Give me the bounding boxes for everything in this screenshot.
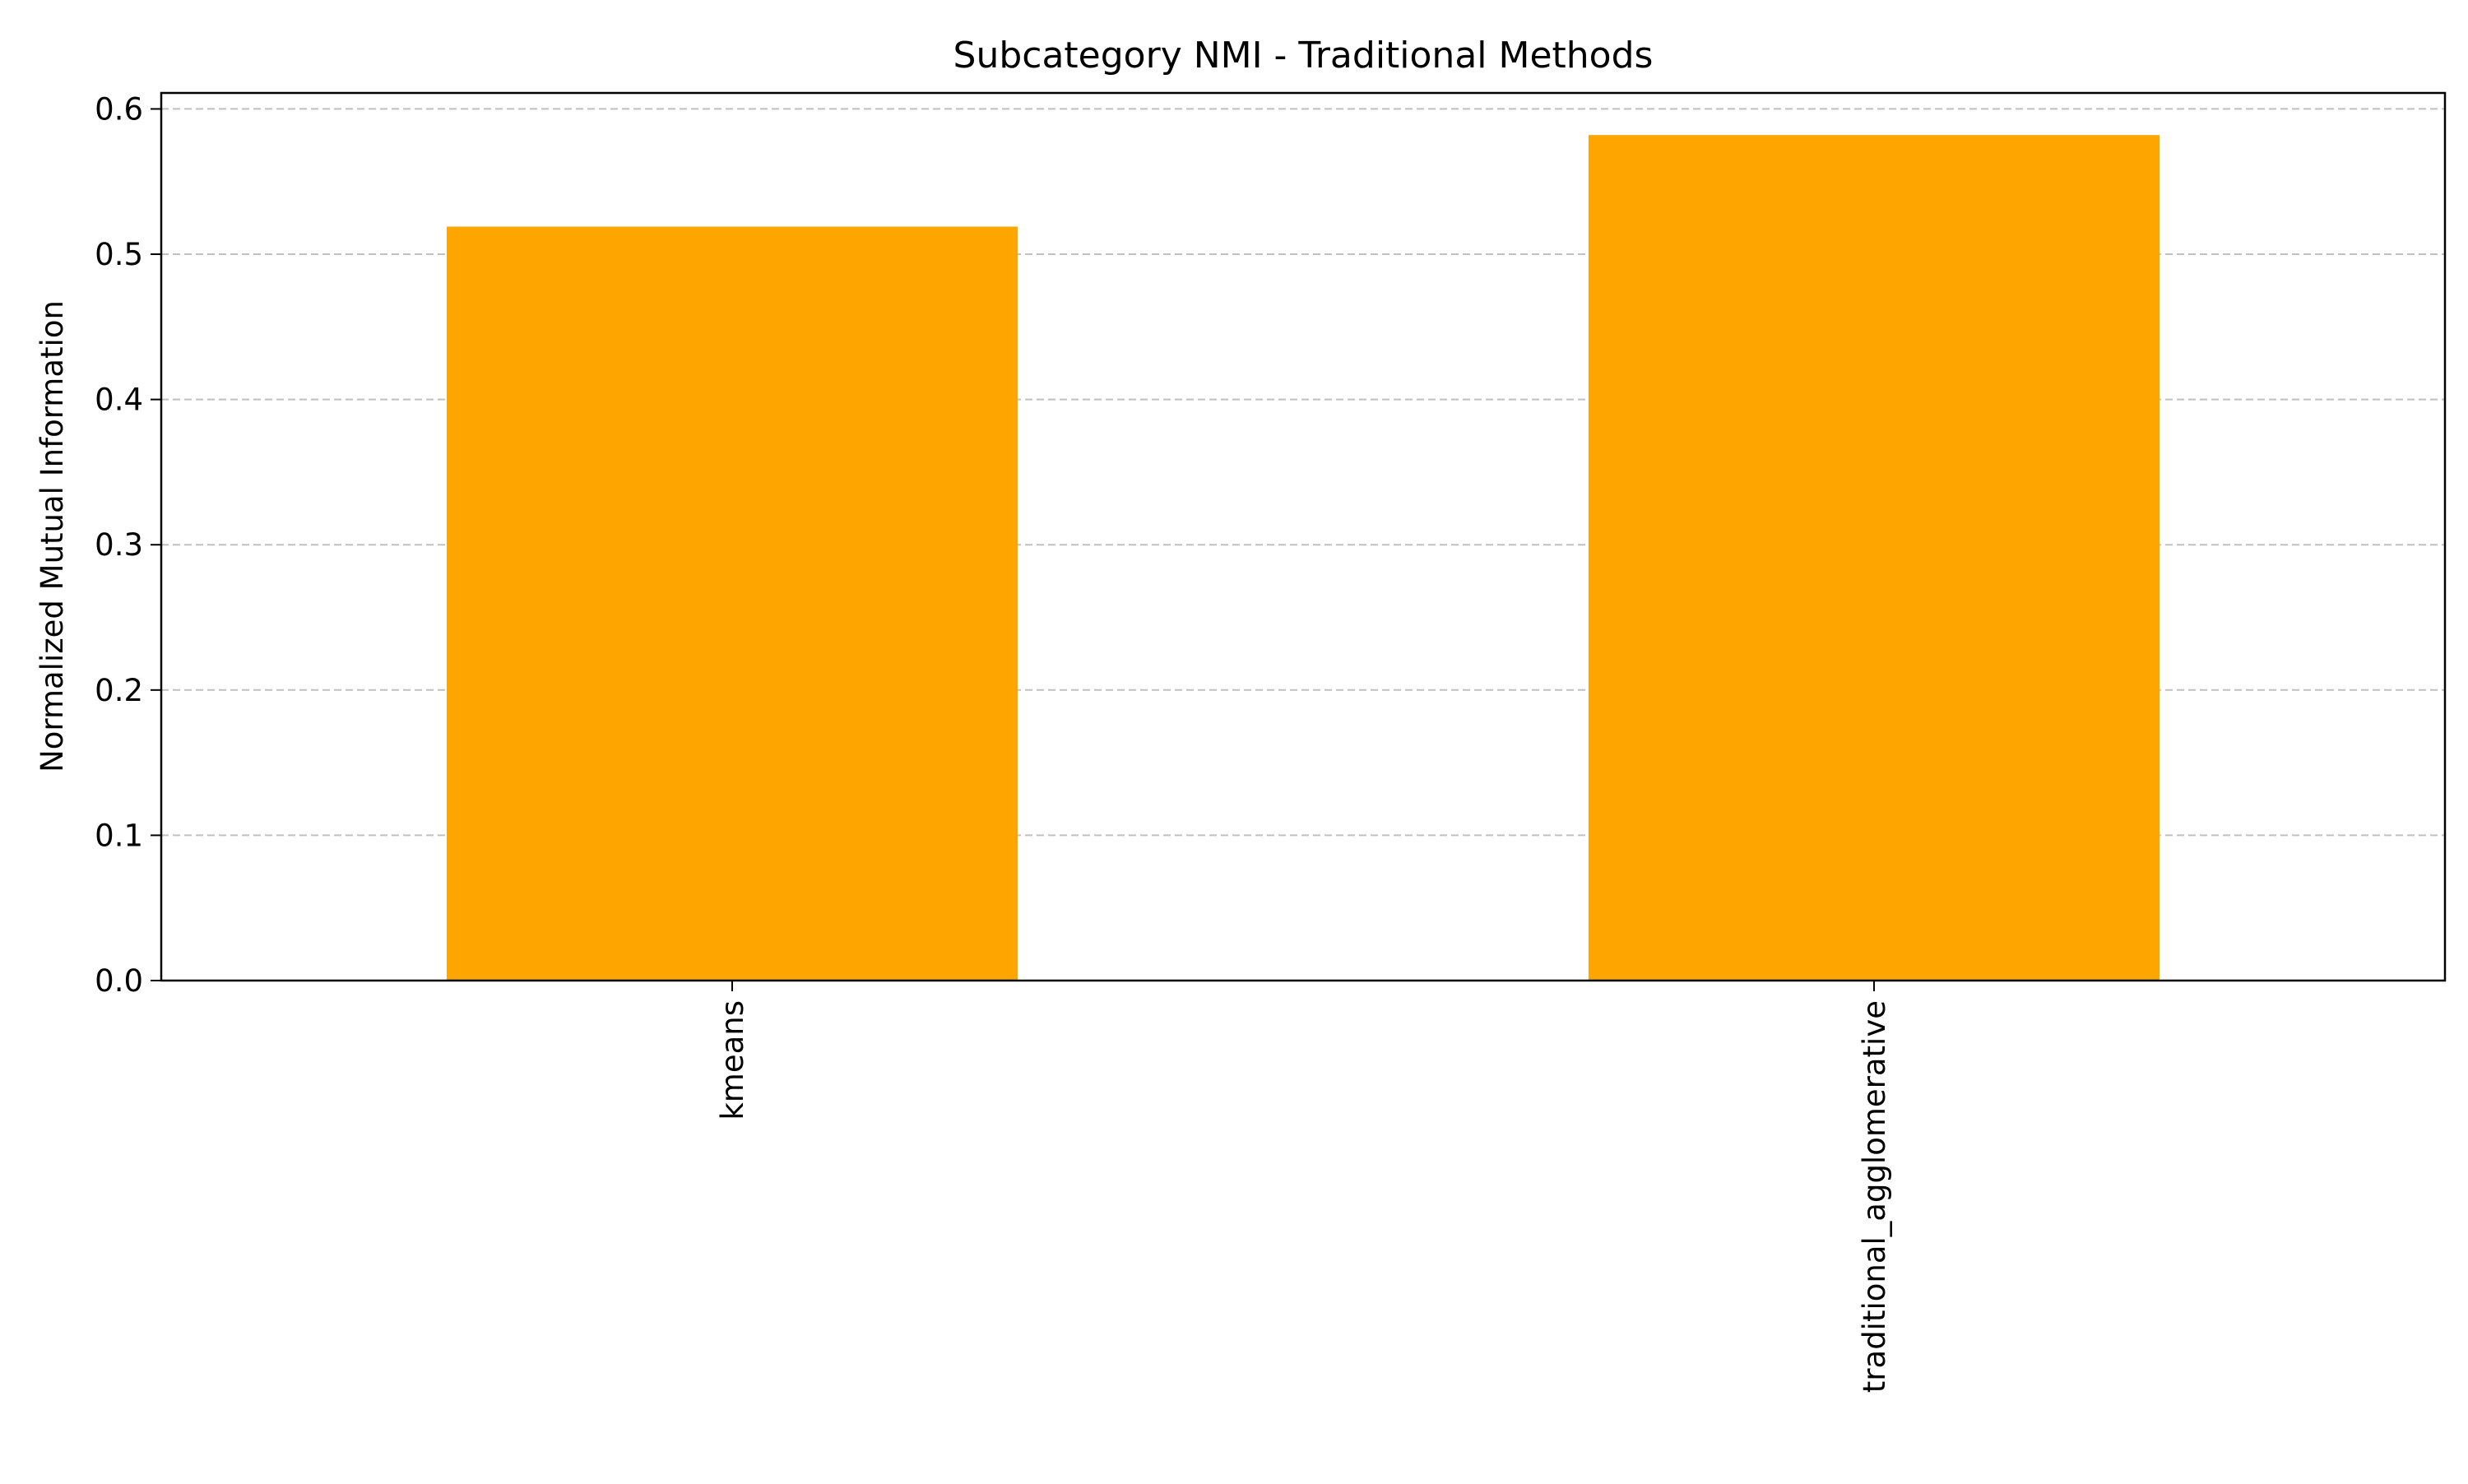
bar-traditional_agglomerative [1589,135,2160,981]
y-tick-label: 0.4 [95,383,143,418]
plot-frame [160,91,2447,982]
bar-kmeans [447,226,1018,981]
y-tick-label: 0.0 [95,963,143,999]
y-tick-label: 0.6 [95,91,143,127]
x-tick-label: traditional_agglomerative [1857,1000,1892,1393]
x-axis-ticks: kmeans traditional_agglomerative [715,981,1892,1393]
x-tick-label: kmeans [715,1000,750,1120]
y-tick-label: 0.5 [95,237,143,272]
y-tick-label: 0.3 [95,527,143,563]
y-axis-label: Normalized Mutual Information [35,300,70,772]
bars [447,135,2160,981]
y-tick-label: 0.2 [95,673,143,708]
y-axis-ticks: 0.0 0.1 0.2 0.3 0.4 0.5 0.6 [95,91,161,999]
chart-title: Subcategory NMI - Traditional Methods [953,35,1654,77]
y-tick-label: 0.1 [95,818,143,853]
